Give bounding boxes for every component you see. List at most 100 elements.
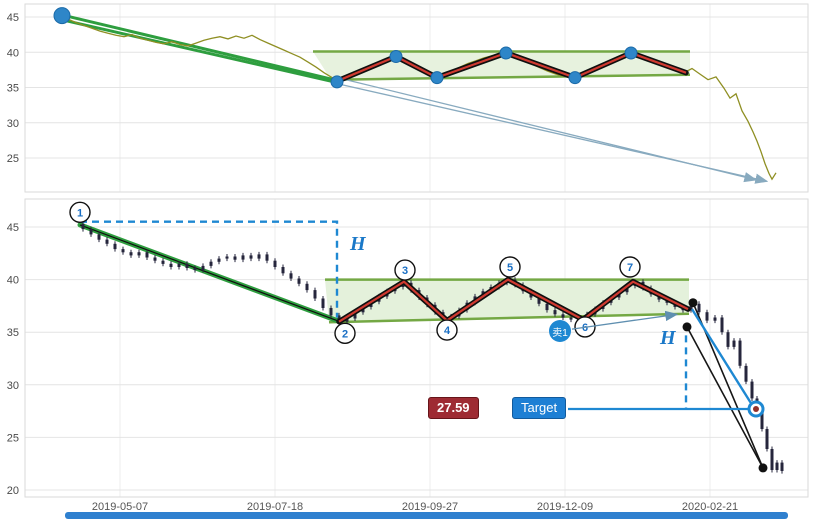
measure-h-label-2: H [660, 326, 676, 349]
candle-body [105, 239, 109, 244]
swing-point-2[interactable] [334, 322, 356, 344]
candle-body [241, 255, 245, 260]
candle-body [225, 256, 229, 259]
projection-line [686, 326, 764, 469]
candle-body [329, 308, 333, 316]
candle-body [273, 260, 277, 267]
candle-body [750, 381, 754, 399]
panel-frame [24, 198, 809, 498]
candle-body [321, 298, 325, 308]
swing-marker[interactable] [624, 46, 638, 60]
candle-body [129, 252, 133, 256]
swing-point-5[interactable] [499, 256, 521, 278]
candle-body [209, 261, 213, 266]
x-axis-label: 2019-09-27 [402, 501, 458, 513]
candle-body [201, 265, 205, 271]
swing-point-4[interactable] [436, 319, 458, 341]
candle-body [775, 462, 779, 470]
swing-point-label-5: 5 [507, 262, 513, 274]
candle-body [545, 303, 549, 311]
candle-body [780, 462, 784, 471]
swing-point-1[interactable] [69, 201, 91, 224]
horizontal-scrollbar[interactable] [65, 512, 788, 519]
swing-marker[interactable] [389, 50, 403, 63]
y-axis-label: 35 [7, 83, 19, 95]
swing-marker[interactable] [568, 71, 582, 85]
candle-body [281, 267, 285, 274]
swing-point-7[interactable] [619, 256, 641, 278]
candle-body [738, 340, 742, 366]
candle-body [153, 257, 157, 261]
candle-body [233, 256, 237, 260]
swing-marker[interactable] [53, 7, 71, 25]
candle-body [553, 310, 557, 315]
candle-body [561, 314, 565, 318]
candle-body [249, 255, 253, 259]
candle-body [145, 252, 149, 258]
candle-body [726, 332, 730, 347]
candle-body [689, 303, 693, 311]
swing-point-label-7: 7 [627, 262, 633, 274]
swing-dot [682, 322, 692, 332]
projection-arrow [345, 79, 758, 183]
y-axis-label: 25 [7, 153, 19, 165]
trend-line[interactable] [61, 13, 338, 82]
y-axis-label: 45 [7, 222, 19, 234]
y-axis-label: 30 [7, 118, 19, 130]
swing-point-label-3: 3 [402, 265, 408, 277]
channel-lower-line[interactable] [330, 73, 691, 81]
y-axis-label: 20 [7, 485, 19, 497]
swing-point-label-4: 4 [444, 325, 451, 337]
candle-body [185, 263, 189, 268]
candle-body [169, 263, 173, 267]
swing-point-3[interactable] [394, 259, 416, 281]
candle-body [765, 429, 769, 449]
candle-body [121, 249, 125, 253]
candle-body [217, 258, 221, 262]
zigzag-pattern[interactable] [338, 278, 689, 323]
price-label-badge[interactable]: 27.59 [428, 397, 479, 419]
candle-body [81, 223, 85, 230]
x-axis-label: 2019-12-09 [537, 501, 593, 513]
candle-body [289, 273, 293, 279]
candle-body [720, 317, 724, 333]
trend-line[interactable] [61, 18, 338, 85]
candle-body [744, 365, 748, 382]
target-marker-center [753, 406, 759, 412]
candle-body [713, 317, 717, 321]
trend-line-core [79, 224, 341, 323]
swing-marker[interactable] [330, 75, 344, 89]
channel-lower-line[interactable] [328, 312, 690, 324]
x-axis-label: 2019-07-18 [247, 501, 303, 513]
candle-body [113, 243, 117, 250]
swing-point-label-2: 2 [342, 328, 348, 340]
candle-body [97, 234, 101, 240]
sell-annotation-arrow [571, 310, 679, 330]
swing-marker[interactable] [430, 71, 444, 85]
projection-line-blue [690, 308, 754, 406]
swing-dot [758, 463, 768, 473]
sell-1-badge[interactable]: 卖1 [549, 320, 571, 343]
y-axis-label: 45 [7, 12, 19, 24]
y-axis-label: 30 [7, 380, 19, 392]
candle-body [537, 297, 541, 304]
candle-body [345, 318, 349, 322]
candle-body [697, 303, 701, 313]
candle-body [569, 317, 573, 320]
candle-body [313, 290, 317, 299]
candle-body [265, 254, 269, 261]
candle-body [353, 312, 357, 319]
candle-body [257, 254, 261, 259]
candle-body [137, 252, 141, 256]
measure-dashed-line [80, 220, 339, 318]
candle-body [177, 263, 181, 267]
y-axis-label: 35 [7, 327, 19, 339]
panel-frame [24, 3, 809, 193]
swing-point-label-1: 1 [77, 207, 83, 219]
swing-marker[interactable] [499, 46, 513, 60]
candle-body [193, 268, 197, 271]
candle-body [161, 260, 165, 264]
target-label-badge[interactable]: Target [512, 397, 567, 419]
